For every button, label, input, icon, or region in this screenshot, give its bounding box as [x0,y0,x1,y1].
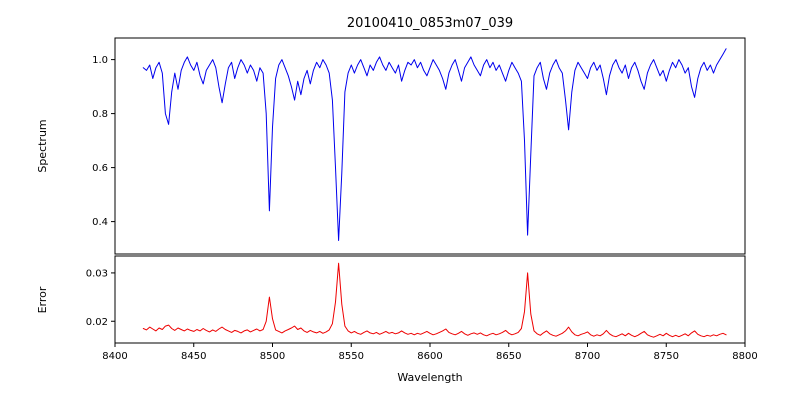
y-axis-label-spectrum: Spectrum [36,119,49,172]
svg-text:0.8: 0.8 [92,109,108,120]
chart-title: 20100410_0853m07_039 [347,16,513,31]
x-axis-label: Wavelength [397,371,462,384]
svg-text:8650: 8650 [496,351,521,362]
svg-text:0.4: 0.4 [92,217,108,228]
y-axis-label-error: Error [36,286,49,313]
spectrum-panel: 0.4 0.6 0.8 1.0 [92,37,746,255]
svg-text:8450: 8450 [181,351,206,362]
svg-text:1.0: 1.0 [92,55,108,66]
svg-text:8700: 8700 [575,351,600,362]
svg-text:8400: 8400 [102,351,127,362]
svg-text:0.03: 0.03 [86,268,108,279]
svg-text:8500: 8500 [260,351,285,362]
svg-text:8600: 8600 [417,351,442,362]
svg-text:0.02: 0.02 [86,317,108,328]
error-panel: 0.02 0.03 8400 8450 8500 8550 8600 8650 8700 8750… [86,255,758,362]
svg-text:0.6: 0.6 [92,163,108,174]
svg-text:8750: 8750 [654,351,679,362]
svg-text:8800: 8800 [732,351,757,362]
svg-text:8550: 8550 [339,351,364,362]
